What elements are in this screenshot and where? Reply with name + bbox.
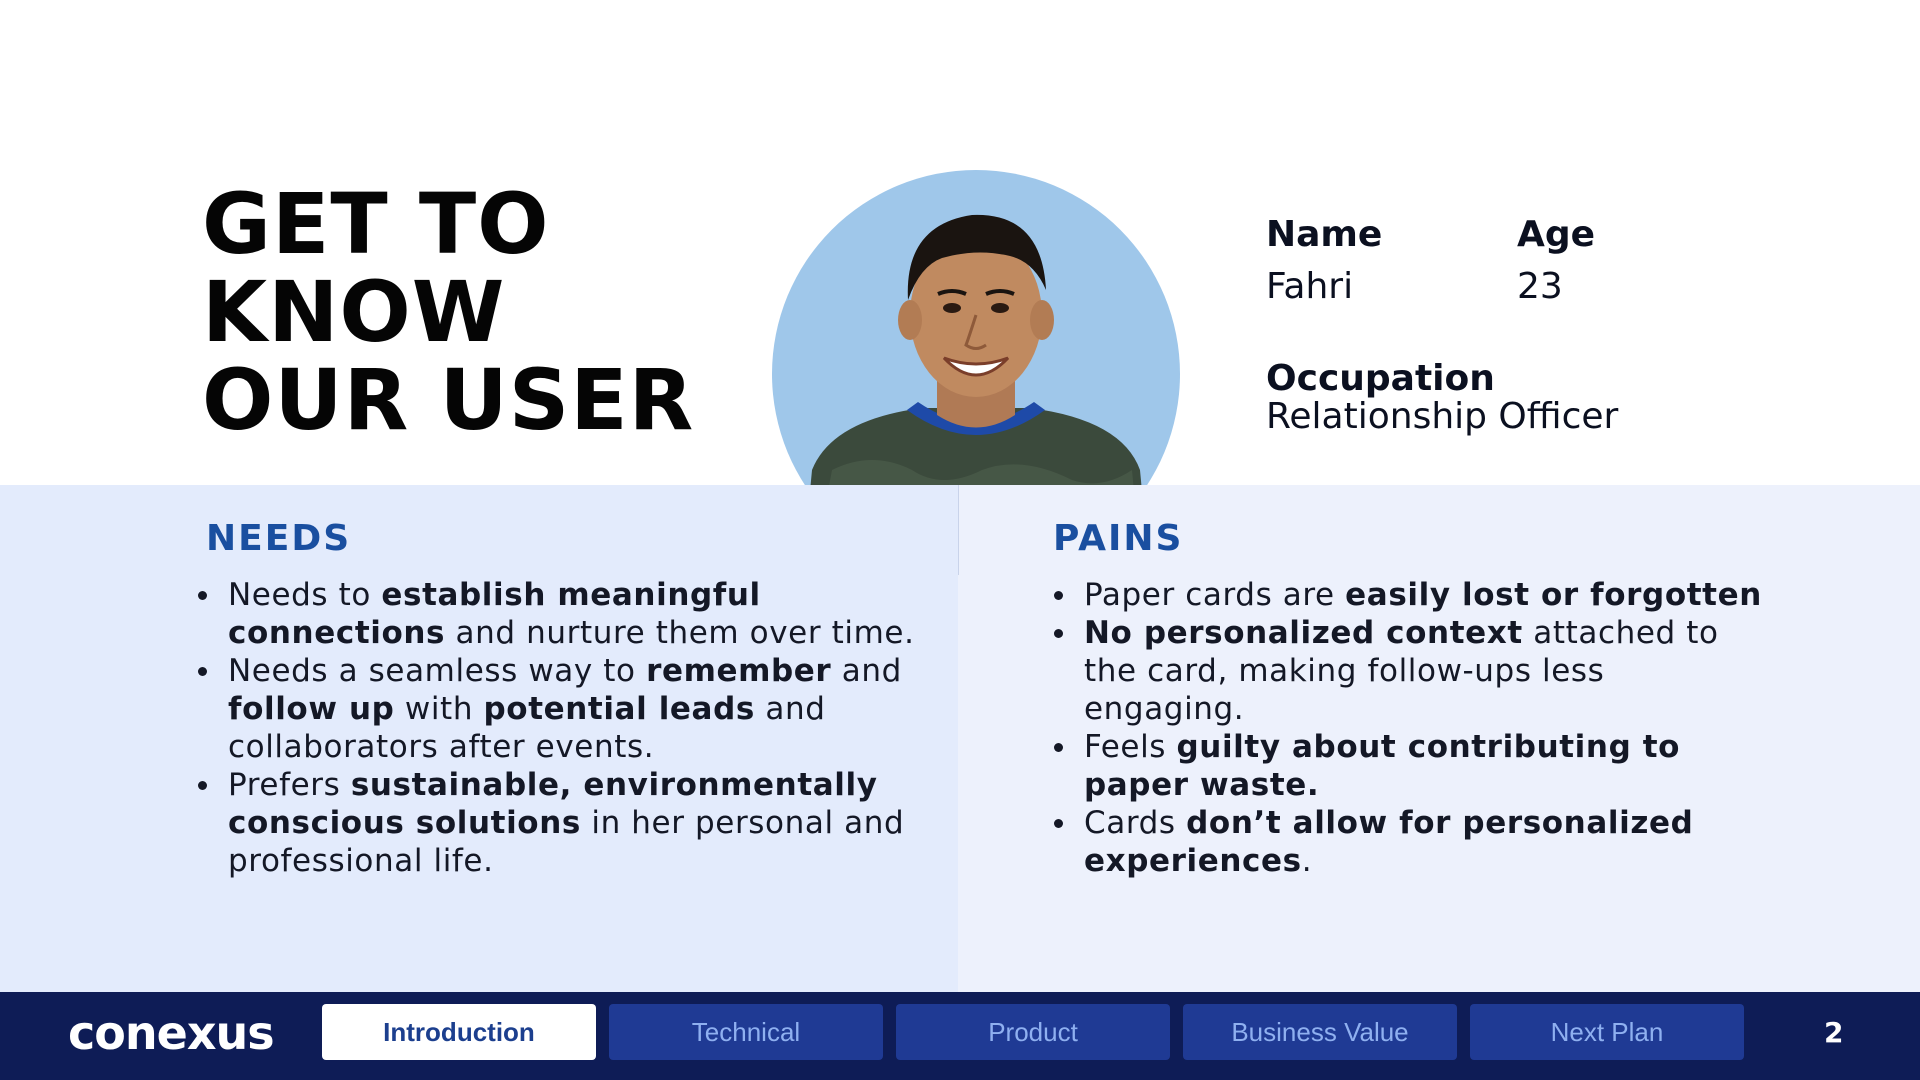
text: and collaborators after events. <box>228 691 826 765</box>
text: and <box>831 653 902 689</box>
age-value: 23 <box>1517 266 1563 307</box>
bold-text: establish meaningful connections <box>228 577 761 651</box>
text: . <box>1301 843 1313 879</box>
bold-text: don’t allow for personalized experiences <box>1084 805 1694 879</box>
needs-panel <box>0 485 958 993</box>
bold-text: No personalized context <box>1084 615 1523 651</box>
pains-title: PAINS <box>1053 518 1184 559</box>
tab-product[interactable]: Product <box>896 1004 1170 1060</box>
pains-item: Paper cards are easily lost or forgotten <box>1054 576 1774 614</box>
text: Paper cards are <box>1084 577 1346 613</box>
conexus-logo: conexus <box>68 1006 275 1060</box>
tab-business-value[interactable]: Business Value <box>1183 1004 1457 1060</box>
pains-panel <box>958 485 1920 993</box>
text: Feels <box>1084 729 1177 765</box>
tab-technical[interactable]: Technical <box>609 1004 883 1060</box>
text: Prefers <box>228 767 351 803</box>
bold-text: remember <box>646 653 832 689</box>
text: and nurture them over time. <box>445 615 915 651</box>
occupation-value: Relationship Officer <box>1266 396 1619 437</box>
tab-next-plan[interactable]: Next Plan <box>1470 1004 1744 1060</box>
occupation-label: Occupation <box>1266 358 1495 399</box>
tab-introduction[interactable]: Introduction <box>322 1004 596 1060</box>
needs-list: Needs to establish meaningful connection… <box>198 576 918 880</box>
text: with <box>394 691 484 727</box>
bold-text: sustainable, environmentally conscious s… <box>228 767 878 841</box>
bold-text: easily lost or forgotten <box>1345 577 1762 613</box>
age-label: Age <box>1517 214 1596 255</box>
bold-text: guilty about contributing to paper waste… <box>1084 729 1681 803</box>
page-title: GET TO KNOW OUR USER <box>202 180 694 444</box>
pains-item: No personalized context attached to the … <box>1054 614 1774 728</box>
title-line: GET TO <box>202 175 550 273</box>
text: Cards <box>1084 805 1187 841</box>
pains-list: Paper cards are easily lost or forgotten… <box>1054 576 1774 880</box>
page-number: 2 <box>1824 1016 1844 1049</box>
needs-item: Needs to establish meaningful connection… <box>198 576 918 652</box>
pains-item: Feels guilty about contributing to paper… <box>1054 728 1774 804</box>
title-line: KNOW <box>202 263 506 361</box>
panel-divider <box>958 485 959 575</box>
title-line: OUR USER <box>202 351 695 449</box>
bold-text: follow up <box>228 691 395 727</box>
text: attached to the card, making follow-ups … <box>1084 615 1719 727</box>
needs-title: NEEDS <box>206 518 352 559</box>
needs-item: Needs a seamless way to remember and fol… <box>198 652 918 766</box>
pains-item: Cards don’t allow for personalized exper… <box>1054 804 1774 880</box>
needs-item: Prefers sustainable, environmentally con… <box>198 766 918 880</box>
text: Needs a seamless way to <box>228 653 647 689</box>
name-value: Fahri <box>1266 266 1354 307</box>
text: Needs to <box>228 577 382 613</box>
bold-text: potential leads <box>483 691 755 727</box>
text: in her personal and professional life. <box>228 805 905 879</box>
name-label: Name <box>1266 214 1383 255</box>
